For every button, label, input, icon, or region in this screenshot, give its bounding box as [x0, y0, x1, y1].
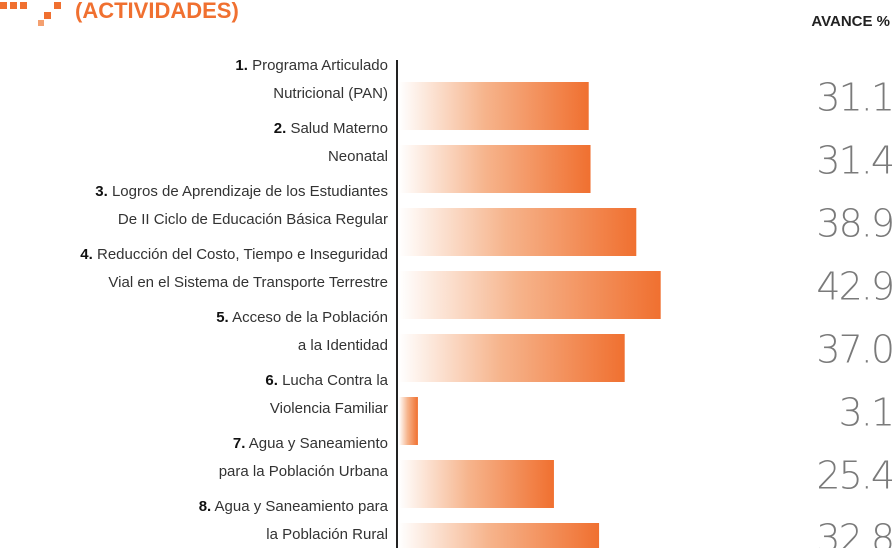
- category-number: 6.: [265, 372, 278, 389]
- bar: [399, 397, 418, 445]
- category-line: Reducción del Costo, Tiempo e Insegurida…: [97, 246, 388, 263]
- category-label: 3. Logros de Aprendizaje de los Estudian…: [95, 183, 388, 200]
- category-number: 1.: [235, 57, 248, 74]
- category-label: 5. Acceso de la Población: [216, 309, 388, 326]
- category-number: 5.: [216, 309, 229, 326]
- category-number: 2.: [274, 120, 287, 137]
- category-line: Lucha Contra la: [282, 372, 389, 389]
- category-number: 7.: [233, 435, 246, 452]
- bar: [399, 208, 637, 256]
- category-label: 4. Reducción del Costo, Tiempo e Insegur…: [80, 246, 388, 263]
- bar: [399, 460, 554, 508]
- category-label: 1. Programa Articulado: [235, 57, 388, 74]
- category-label: a la Identidad: [298, 337, 388, 354]
- value-label: 31.1: [816, 76, 893, 120]
- value-label: 3.1: [839, 391, 893, 435]
- category-number: 8.: [199, 498, 212, 515]
- bar: [399, 334, 625, 382]
- bar: [399, 523, 600, 548]
- category-label: la Población Rural: [266, 526, 388, 543]
- category-line: Acceso de la Población: [232, 309, 388, 326]
- bar: [399, 145, 591, 193]
- category-number: 4.: [80, 246, 93, 263]
- category-label: Violencia Familiar: [270, 400, 388, 417]
- category-label: 6. Lucha Contra la: [265, 372, 388, 389]
- value-label: 25.4: [816, 454, 893, 498]
- category-label: 2. Salud Materno: [274, 120, 388, 137]
- category-label: Vial en el Sistema de Transporte Terrest…: [108, 274, 388, 291]
- category-label: Neonatal: [328, 148, 388, 165]
- category-label: 8. Agua y Saneamiento para: [199, 498, 389, 515]
- value-label: 42.9: [816, 265, 893, 309]
- category-label: De II Ciclo de Educación Básica Regular: [118, 211, 388, 228]
- title-icon: [0, 2, 61, 26]
- category-line: Logros de Aprendizaje de los Estudiantes: [112, 183, 388, 200]
- category-label: Nutricional (PAN): [273, 85, 388, 102]
- category-number: 3.: [95, 183, 108, 200]
- category-label: para la Población Urbana: [219, 463, 389, 480]
- value-label: 38.9: [816, 202, 893, 246]
- category-line: Agua y Saneamiento: [249, 435, 388, 452]
- value-label: 32.8: [816, 517, 893, 548]
- value-label: 31.4: [816, 139, 893, 183]
- category-line: Programa Articulado: [252, 57, 388, 74]
- bar: [399, 271, 661, 319]
- category-line: Salud Materno: [290, 120, 388, 137]
- category-label: 7. Agua y Saneamiento: [233, 435, 388, 452]
- chart-title: (ACTIVIDADES): [75, 0, 239, 23]
- value-label: 37.0: [816, 328, 893, 372]
- category-line: Agua y Saneamiento para: [215, 498, 389, 515]
- value-header: AVANCE %: [811, 13, 890, 30]
- bar: [399, 82, 589, 130]
